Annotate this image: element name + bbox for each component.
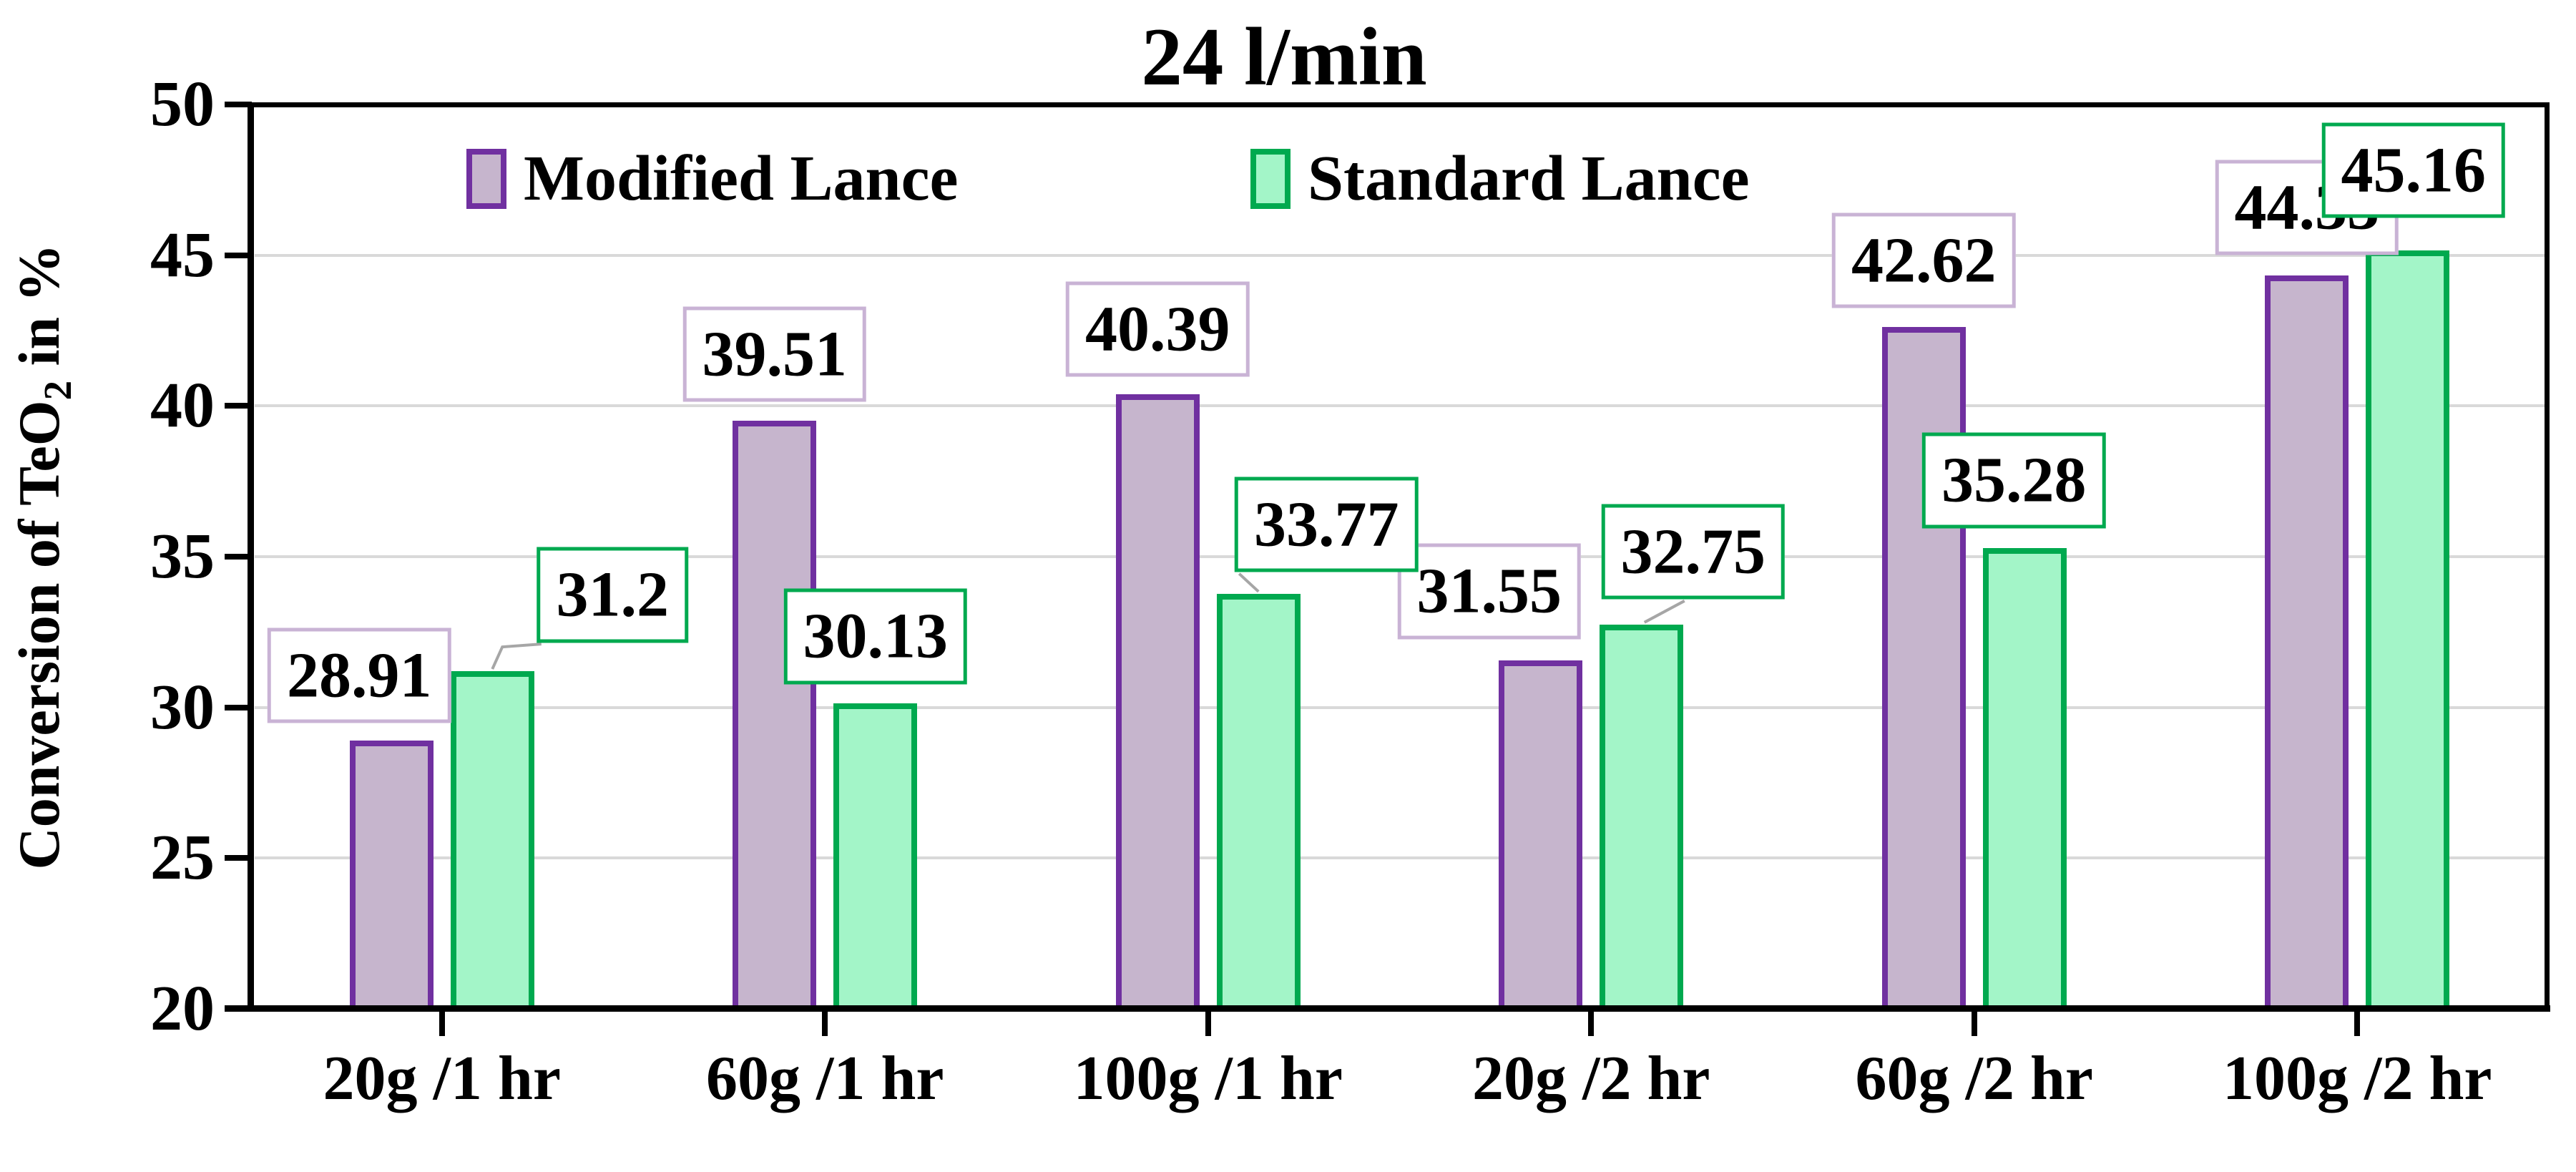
data-label-box: 31.2 (537, 547, 688, 643)
bar-modified-lance (1881, 326, 1966, 1012)
y-axis-tick (225, 403, 252, 409)
bar-modified-lance (1115, 394, 1200, 1012)
x-axis-tick (1588, 1012, 1595, 1036)
y-axis-tick (225, 252, 252, 258)
y-axis-tick (225, 704, 252, 710)
x-category-label: 100g /2 hr (2223, 1044, 2492, 1113)
gridline (255, 404, 2545, 408)
y-tick-label: 35 (150, 521, 215, 592)
data-label-box: 31.55 (1397, 543, 1581, 640)
y-axis-title-main: Conversion of TeO (6, 400, 72, 870)
x-category-label: 20g /2 hr (1472, 1044, 1710, 1113)
bar-standard-lance (833, 703, 918, 1012)
chart-title: 24 l/min (1141, 11, 1427, 102)
bar-standard-lance (1982, 548, 2067, 1012)
y-axis-tick (225, 1006, 252, 1012)
gridline (255, 705, 2545, 709)
y-tick-label: 40 (150, 370, 215, 441)
bar-standard-lance (1216, 593, 1301, 1012)
x-axis-tick (822, 1012, 828, 1036)
data-label-box: 30.13 (783, 588, 967, 685)
x-axis-tick (439, 1012, 445, 1036)
plot-border-top (250, 102, 2549, 107)
data-label-leader-line (1238, 572, 1260, 593)
x-category-label: 60g /1 hr (706, 1044, 944, 1113)
legend-label-modified-lance: Modified Lance (524, 143, 959, 214)
x-axis-tick (2354, 1012, 2361, 1036)
x-category-label: 100g /1 hr (1073, 1044, 1343, 1113)
x-axis-tick (1971, 1012, 1977, 1036)
bar-modified-lance (1499, 660, 1583, 1012)
data-label-box: 32.75 (1601, 504, 1785, 600)
plot-border-right (2545, 102, 2550, 1012)
y-axis-title-subscript: 2 (36, 380, 80, 401)
y-tick-label: 30 (150, 671, 215, 743)
y-axis-tick (225, 554, 252, 560)
data-label-box: 40.39 (1066, 281, 1250, 377)
x-axis-line (225, 1005, 2550, 1012)
y-tick-label: 45 (150, 219, 215, 290)
bar-standard-lance (450, 671, 534, 1012)
gridline (255, 253, 2545, 257)
data-label-box: 35.28 (1922, 432, 2106, 529)
legend-item-modified-lance: Modified Lance (466, 142, 958, 215)
y-axis-tick (225, 102, 252, 107)
data-label-box: 33.77 (1235, 477, 1419, 572)
x-category-label: 20g /1 hr (323, 1044, 561, 1113)
legend-item-standard-lance: Standard Lance (1250, 142, 1750, 215)
modified-lance-swatch-icon (466, 148, 506, 209)
bar-modified-lance (349, 740, 434, 1012)
y-axis-title: Conversion of TeO2 in % (6, 244, 80, 870)
y-tick-label: 20 (150, 973, 215, 1044)
x-axis-tick (1205, 1012, 1211, 1036)
data-label-box: 28.91 (268, 627, 451, 723)
gridline (255, 856, 2545, 860)
bar-standard-lance (1600, 624, 1684, 1012)
standard-lance-swatch-icon (1250, 148, 1291, 209)
y-tick-label: 50 (150, 69, 215, 140)
bar-standard-lance (2366, 250, 2450, 1012)
data-label-box: 39.51 (682, 306, 866, 402)
bar-modified-lance (733, 420, 817, 1012)
data-label-leader-line (491, 643, 542, 670)
data-label-leader-line (1643, 600, 1685, 624)
x-category-label: 60g /2 hr (1855, 1044, 2093, 1113)
y-tick-label: 25 (150, 822, 215, 894)
data-label-box: 42.62 (1832, 213, 2016, 308)
data-label-box: 45.16 (2321, 122, 2505, 218)
y-axis-title-tail: in % (6, 243, 72, 381)
legend-label-standard-lance: Standard Lance (1308, 143, 1750, 214)
bar-modified-lance (2265, 275, 2349, 1012)
y-axis-tick (225, 855, 252, 861)
